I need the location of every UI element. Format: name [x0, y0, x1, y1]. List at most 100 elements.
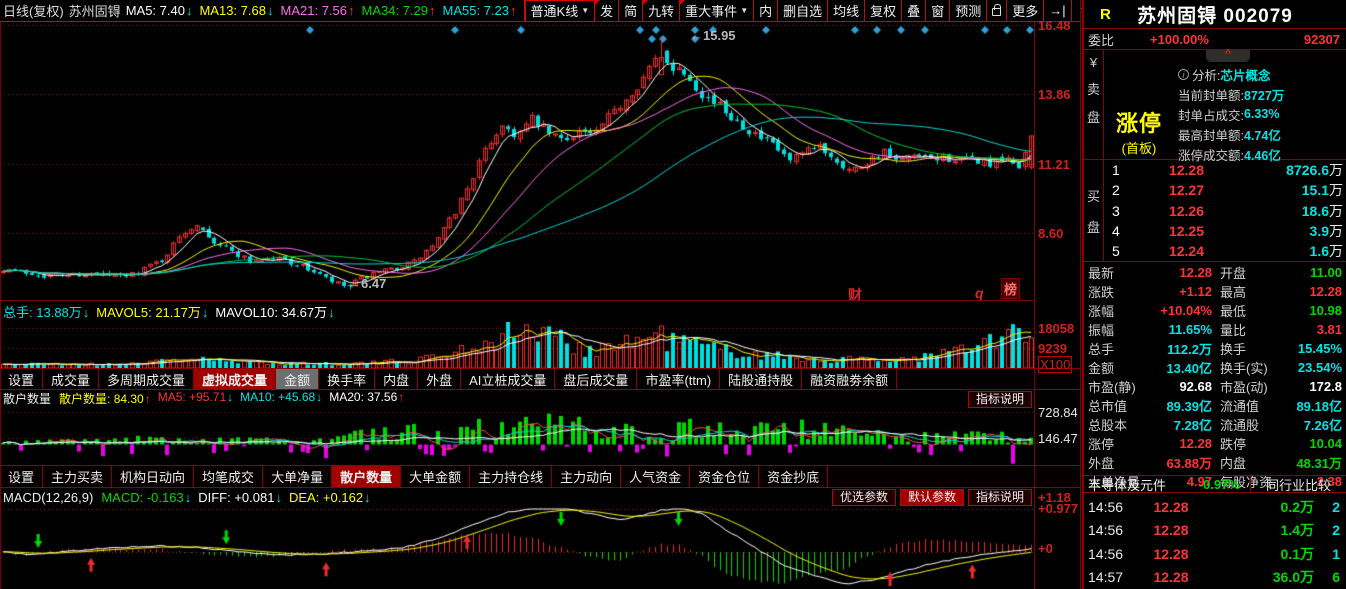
tab[interactable]: 换手率 — [319, 369, 376, 389]
ask-section: ¥ 卖 盘 ^ 涨停 (首板) i分析:芯片概念 i当前封单额:8727万 i封单占… — [1084, 49, 1346, 163]
volume-chart-panel[interactable] — [0, 322, 1034, 368]
y-axis-label: 16.48 — [1038, 18, 1071, 33]
page-title: 苏州固锝 002079 — [1137, 5, 1293, 27]
retail-readout: 散户数量: 84.30↑ — [59, 392, 151, 406]
toolbar-button[interactable]: 复权▼ — [865, 0, 903, 22]
macd-canvas[interactable] — [0, 507, 1034, 589]
tab[interactable]: AI立桩成交量 — [461, 369, 556, 389]
volume-readout: 总手: 13.88万↓ — [3, 305, 90, 320]
toolbar-button[interactable]: 重大事件 ▼ — [680, 0, 755, 22]
kline-canvas[interactable] — [0, 22, 1034, 300]
analysis-row: i涨停成交额:4.46亿 — [1178, 148, 1281, 163]
bang-watermark-button[interactable]: 榜 — [1001, 278, 1021, 299]
toolbar-button[interactable]: →|▼ — [1044, 0, 1072, 22]
toolbar-button[interactable]: 简▼ — [619, 0, 644, 22]
tab[interactable]: 主力动向 — [552, 466, 622, 487]
volume-axis-label: 18058 — [1038, 321, 1075, 336]
bid-row[interactable]: 2 12.27 15.1万 — [1112, 182, 1343, 199]
analysis-row: i封单占成交:6.33% — [1178, 107, 1280, 123]
analysis-row: i 分析: 芯片概念 — [1178, 64, 1346, 84]
tab[interactable]: 盘后成交量 — [555, 369, 638, 389]
volume-canvas[interactable] — [0, 322, 1034, 368]
macd-chart-panel[interactable] — [0, 507, 1034, 589]
macd-axis-label: +0 — [1038, 541, 1053, 556]
sector-name[interactable]: 半导体及元件 — [1088, 477, 1167, 493]
macd-readout: MACD: -0.163↓ — [101, 490, 192, 505]
stock-name-label: 苏州固锝 — [68, 4, 121, 19]
collapse-arrow-button[interactable]: ^ — [1206, 49, 1250, 62]
toolbar-button[interactable]: 删自选▼ — [778, 0, 829, 22]
volume-readout: MAVOL10: 34.67万↓ — [215, 305, 335, 320]
tab[interactable]: 设置 — [0, 466, 44, 487]
tab[interactable]: 均笔成交 — [194, 466, 264, 487]
tab[interactable]: 大单净量 — [263, 466, 333, 487]
tab[interactable]: 大单金额 — [401, 466, 471, 487]
industry-compare-button[interactable]: 同行业比较 — [1250, 476, 1346, 493]
toolbar: 日线(复权) 苏州固锝 MA5: 7.40↓ MA13: 7.68↓ MA21: 7… — [0, 0, 1094, 22]
q-watermark-button[interactable]: q — [975, 285, 984, 301]
bid-row[interactable]: 5 12.24 1.6万 — [1112, 242, 1343, 259]
stat-row: 涨幅 +10.04% 最低 10.98 — [1088, 303, 1342, 319]
macd-axis-label: +0.977 — [1038, 501, 1079, 516]
toolbar-button[interactable]: 普通K线 ▼ — [524, 0, 596, 22]
tab[interactable]: 虚拟成交量 — [194, 369, 277, 389]
tab[interactable]: 机构日动向 — [112, 466, 195, 487]
bid-row[interactable]: 4 12.25 3.9万 — [1112, 222, 1343, 239]
stat-row: 振幅 11.65% 量比 3.81 — [1088, 322, 1342, 338]
toolbar-button[interactable]: 内▼ — [754, 0, 779, 22]
chart-right-border — [1034, 22, 1035, 589]
tab[interactable]: 主力持仓线 — [470, 466, 553, 487]
margin-badge: R — [1100, 5, 1111, 23]
tab[interactable]: 融资融劵余额 — [802, 369, 898, 389]
retail-chart-panel[interactable] — [0, 407, 1034, 465]
limit-up-badge: 涨停 (首板) — [1115, 111, 1162, 156]
tab[interactable]: 市盈率(ttm) — [637, 369, 721, 389]
tab[interactable]: 资金抄底 — [759, 466, 829, 487]
tab[interactable]: 主力买卖 — [43, 466, 113, 487]
toolbar-button[interactable]: 叠▼ — [902, 0, 927, 22]
toolbar-button[interactable]: ▼ — [987, 0, 1008, 22]
toolbar-button[interactable]: 均线▼ — [828, 0, 866, 22]
retail-canvas[interactable] — [0, 407, 1034, 465]
stat-row: 总手 112.2万 换手 15.45% — [1088, 341, 1342, 357]
toolbar-button[interactable]: 窗▼ — [926, 0, 951, 22]
tab[interactable]: 人气资金 — [621, 466, 691, 487]
tab[interactable]: 散户数量 — [332, 466, 402, 487]
tab[interactable]: 外盘 — [418, 369, 462, 389]
param-button[interactable]: 默认参数 — [899, 489, 964, 506]
param-button[interactable]: 指标说明 — [967, 489, 1032, 506]
bid-row[interactable]: 1 12.28 8726.6万 — [1112, 162, 1343, 179]
sector-change: -0.97% — [1198, 476, 1240, 492]
tab[interactable]: 内盘 — [375, 369, 419, 389]
macd-axis-label: +1.18 — [1038, 490, 1071, 505]
stat-row: 总市值 89.39亿 流通值 89.18亿 — [1088, 399, 1342, 414]
macd-header: MACD(12,26,9) MACD: -0.163↓ DIFF: +0.081↓… — [0, 488, 1034, 507]
stat-row: 金额 13.40亿 换手(实) 23.54% — [1088, 360, 1342, 376]
kline-chart-panel[interactable]: ←15.95 ←6.47 财 q 榜 — [0, 22, 1034, 303]
tab[interactable]: 陆股通持股 — [720, 369, 803, 389]
tab[interactable]: 资金仓位 — [690, 466, 760, 487]
volume-header: 总手: 13.88万↓ MAVOL5: 21.17万↓ MAVOL10: 34.67… — [0, 300, 1034, 322]
tab[interactable]: 成交量 — [43, 369, 100, 389]
sub-indicator-tabs: 设置 主力买卖 机构日动向 均笔成交 大单净量 散户数量 大单金额 主力持仓线 主力动向 人气资金… — [0, 465, 1080, 488]
param-button[interactable]: 优选参数 — [831, 489, 896, 506]
y-axis-label: 13.86 — [1038, 87, 1071, 102]
stat-row: 大单净量 4.97 每股净资 2.38 — [1088, 474, 1342, 490]
tab[interactable]: 设置 — [0, 369, 44, 389]
toolbar-button[interactable]: 预测▼ — [950, 0, 988, 22]
volume-axis-unit: X100 — [1038, 356, 1073, 373]
left-border — [0, 22, 1, 589]
toolbar-button[interactable]: 九转▼ — [643, 0, 681, 22]
indicator-help-button[interactable]: 指标说明 — [967, 391, 1032, 408]
retail-axis-label: 728.84 — [1038, 405, 1078, 420]
retail-readout: MA20: 37.56↑ — [329, 390, 405, 404]
cai-watermark-button[interactable]: 财 — [848, 287, 862, 303]
tab[interactable]: 多周期成交量 — [99, 369, 195, 389]
tab[interactable]: 金额 — [276, 369, 320, 389]
period-label[interactable]: 日线(复权) — [3, 4, 64, 19]
toolbar-button[interactable]: 更多▼ — [1007, 0, 1045, 22]
bid-row[interactable]: 3 12.26 18.6万 — [1112, 202, 1343, 219]
toolbar-button[interactable]: 发▼ — [595, 0, 620, 22]
stat-row: 最新 12.28 开盘 11.00 — [1088, 265, 1342, 281]
